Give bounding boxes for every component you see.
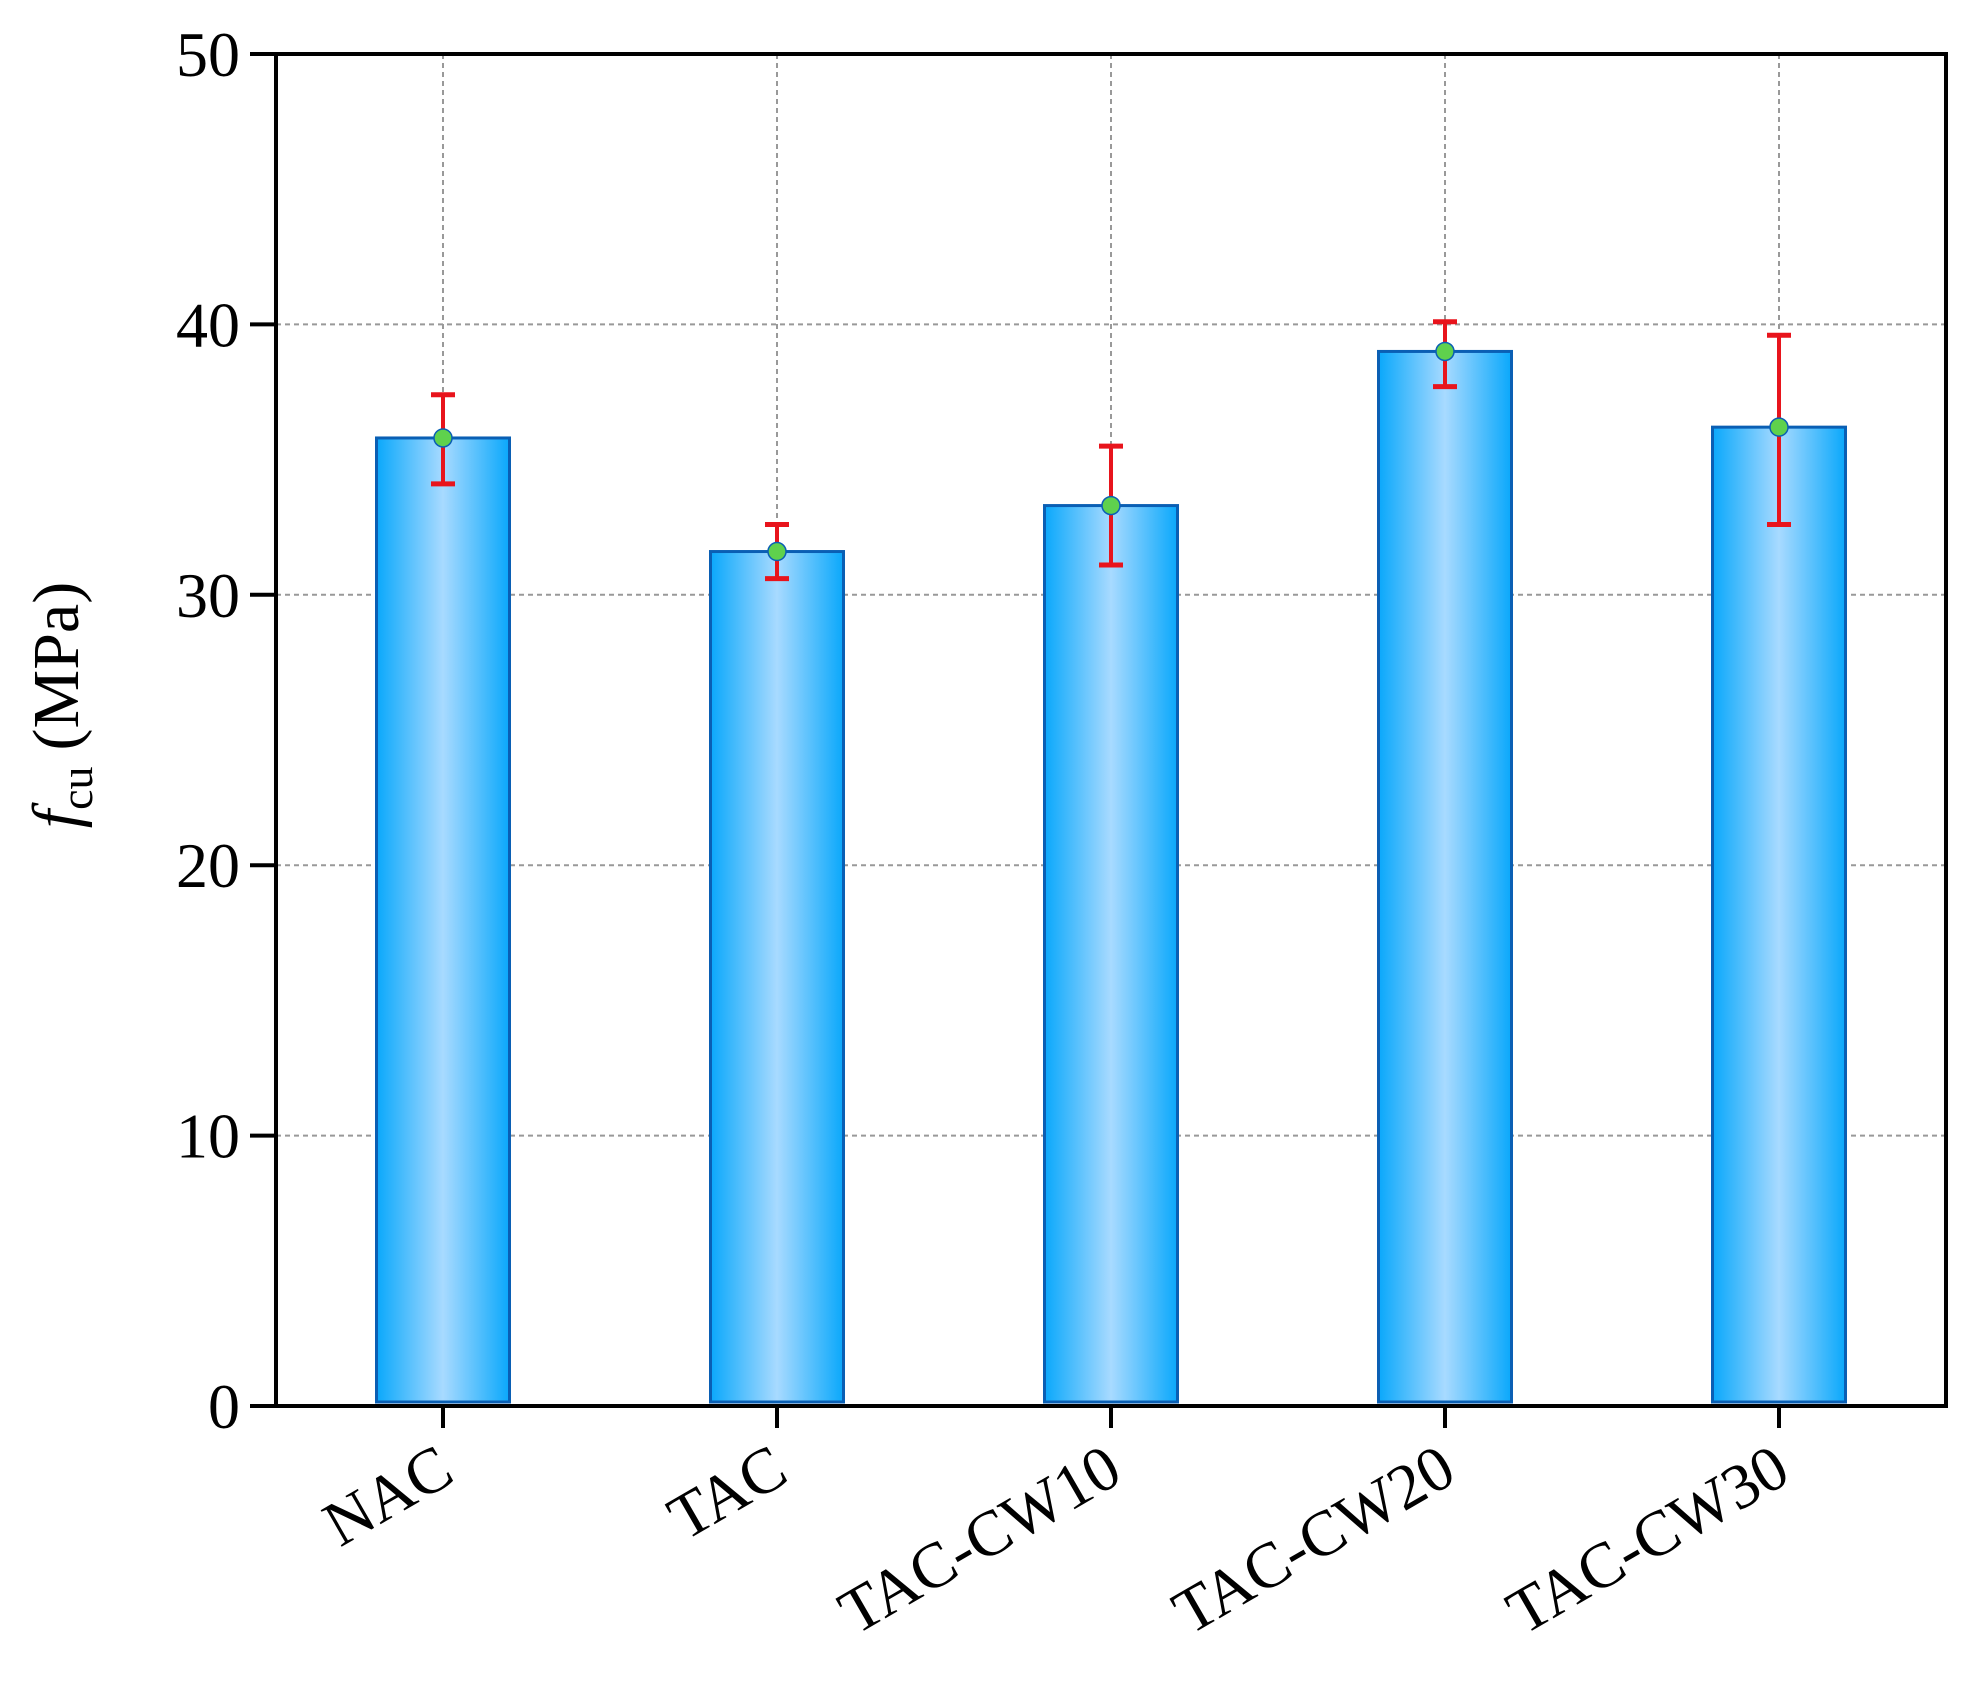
mean-marker	[767, 541, 787, 562]
y-axis-label: fcu(MPa)	[20, 582, 102, 828]
y-tick-label: 20	[176, 830, 240, 901]
y-axis-unit: (MPa)	[20, 582, 93, 751]
mean-marker	[1769, 417, 1789, 437]
y-axis-subscript: cu	[51, 766, 102, 809]
x-tick-label: TAC	[656, 1431, 798, 1554]
axis-ticks	[250, 52, 1781, 1428]
mean-marker	[1435, 341, 1455, 362]
y-tick-label: 10	[176, 1101, 240, 1172]
bar	[375, 436, 511, 1404]
x-tick-label: NAC	[311, 1431, 464, 1560]
y-tick-label: 40	[176, 289, 240, 360]
error-bars	[431, 319, 1791, 582]
mean-marker	[433, 428, 453, 448]
bar	[709, 550, 845, 1404]
y-tick-label: 0	[208, 1371, 240, 1442]
bar	[1377, 349, 1513, 1404]
y-tick-label: 30	[176, 560, 240, 631]
bar	[1711, 425, 1847, 1404]
mean-marker	[1101, 495, 1121, 516]
x-tick-label: TAC-CW10	[827, 1431, 1132, 1648]
y-tick-label: 50	[176, 19, 240, 90]
bars	[375, 349, 1847, 1404]
x-tick-label: TAC-CW30	[1495, 1431, 1800, 1648]
x-tick-label: TAC-CW20	[1161, 1431, 1466, 1648]
bar	[1043, 504, 1179, 1404]
